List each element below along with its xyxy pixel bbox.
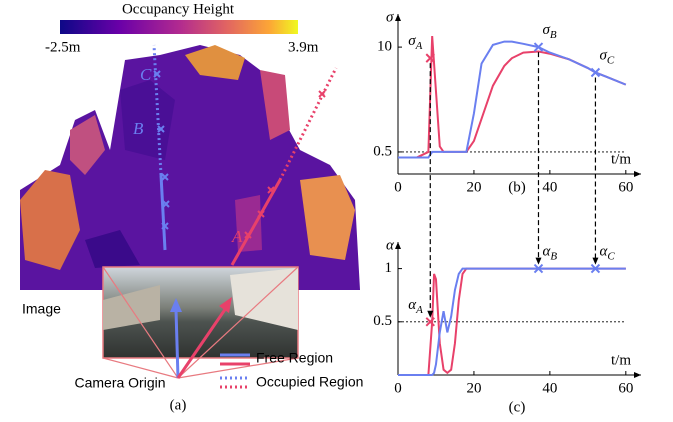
colorbar-title: Occupancy Height — [122, 1, 235, 17]
annotation-label: σB — [542, 23, 556, 41]
y-axis-label: α — [386, 237, 395, 253]
series-line — [398, 36, 627, 159]
legend-label: Free Region — [256, 350, 333, 366]
x-axis-label: t/m — [611, 352, 631, 368]
colorbar — [60, 20, 298, 34]
x-axis-label: t/m — [611, 151, 631, 167]
annotation-symbol: σ — [599, 48, 607, 64]
annotation-symbol: σ — [408, 34, 416, 50]
annotation-symbol: σ — [542, 23, 550, 39]
series-line — [398, 267, 626, 376]
annotation-label: αA — [408, 297, 423, 315]
arrowhead — [395, 14, 401, 21]
arrowhead — [170, 298, 182, 312]
y-tick-label: 0.5 — [373, 143, 392, 159]
annotation-marker — [590, 67, 601, 78]
annotation-subscript: A — [415, 40, 423, 52]
free-ray-red — [230, 179, 282, 266]
arrowhead — [634, 171, 641, 177]
annotation-marker — [425, 317, 435, 327]
arrowhead — [634, 372, 641, 378]
annotation-subscript: B — [550, 29, 557, 41]
y-tick-label: 10 — [377, 39, 392, 55]
arrowhead — [219, 297, 232, 313]
colorbar-max: 3.9m — [288, 39, 319, 55]
origin-label: Camera Origin — [74, 375, 165, 391]
arrowhead — [427, 310, 434, 318]
annotation-label: αC — [599, 244, 615, 262]
annotation-marker — [425, 53, 435, 63]
annotation-symbol: α — [408, 297, 417, 313]
point-cloud — [20, 45, 360, 290]
caption: (c) — [509, 399, 526, 415]
free-ray-blue — [174, 309, 180, 379]
ray-samples — [153, 70, 326, 239]
image-building — [103, 285, 160, 330]
free-ray-red — [176, 307, 228, 379]
x-tick-label: 0 — [394, 179, 402, 195]
annotation-marker — [590, 263, 601, 274]
annotation-subscript: C — [607, 250, 615, 262]
image-label: Image — [22, 301, 61, 317]
x-tick-label: 60 — [618, 179, 633, 195]
series-line — [398, 40, 627, 159]
point-label: C — [140, 65, 152, 84]
x-tick-label: 60 — [618, 380, 633, 396]
annotation-marker — [533, 263, 544, 274]
annotation-label: σC — [599, 48, 614, 66]
y-tick-label: 0.5 — [373, 313, 392, 329]
point-label: A — [231, 227, 243, 246]
annotation-label: σA — [408, 34, 422, 52]
x-tick-label: 20 — [466, 179, 481, 195]
occupied-ray-blue — [152, 44, 163, 176]
free-ray-blue — [159, 174, 167, 251]
arrowhead — [395, 242, 401, 249]
arrowhead — [535, 257, 542, 265]
annotation-label: αB — [542, 244, 557, 262]
annotation-subscript: A — [415, 303, 423, 315]
annotation-marker — [533, 42, 544, 52]
frustum — [102, 266, 299, 379]
annotation-symbol: α — [599, 244, 608, 260]
y-tick-label: 1 — [385, 260, 393, 276]
annotation-symbol: α — [542, 244, 551, 260]
caption: (b) — [508, 179, 526, 195]
arrowhead — [592, 257, 599, 265]
y-axis-label: σ — [386, 9, 394, 25]
x-tick-label: 20 — [466, 380, 481, 396]
x-tick-label: 40 — [542, 380, 557, 396]
annotation-subscript: B — [550, 250, 557, 262]
point-label: B — [133, 119, 144, 138]
x-tick-label: 0 — [394, 380, 402, 396]
legend-label: Occupied Region — [256, 374, 363, 390]
occupied-ray-red — [278, 67, 338, 181]
colorbar-min: -2.5m — [45, 39, 81, 55]
annotation-subscript: C — [607, 54, 615, 66]
x-tick-label: 40 — [542, 179, 557, 195]
caption: (a) — [170, 397, 187, 413]
